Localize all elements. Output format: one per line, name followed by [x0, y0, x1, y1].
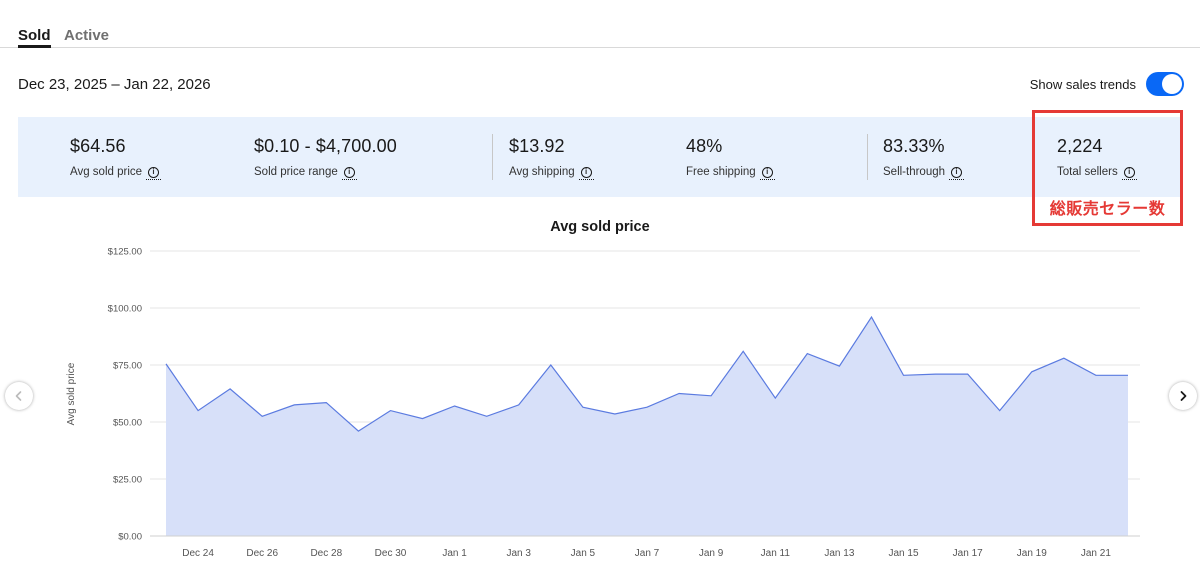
- data-point: [453, 404, 457, 408]
- info-icon[interactable]: i: [578, 165, 594, 180]
- info-icon[interactable]: i: [759, 165, 775, 180]
- stat-avg-sold-price: $64.56 Avg sold price i: [70, 136, 162, 180]
- info-icon[interactable]: i: [1121, 165, 1137, 180]
- data-point: [164, 362, 168, 366]
- x-tick-label: Dec 28: [310, 548, 342, 559]
- data-point: [1094, 373, 1098, 377]
- series-line: [165, 315, 1128, 432]
- toggle-knob: [1162, 74, 1182, 94]
- y-tick-label: $75.00: [113, 361, 142, 372]
- data-point: [324, 401, 328, 405]
- data-point: [902, 373, 906, 377]
- y-axis-label: Avg sold price: [66, 362, 77, 425]
- data-point: [196, 409, 200, 413]
- stat-total-sellers: 2,224 Total sellers i: [1057, 136, 1137, 180]
- data-point: [805, 352, 809, 356]
- stat-value: $64.56: [70, 136, 126, 156]
- stat-avg-shipping: $13.92 Avg shipping i: [509, 136, 594, 180]
- x-tick-label: Jan 21: [1081, 548, 1111, 559]
- x-tick-label: Jan 19: [1017, 548, 1047, 559]
- data-point: [228, 387, 232, 391]
- date-range: Dec 23, 2025 – Jan 22, 2026: [18, 76, 211, 93]
- stat-value: 2,224: [1057, 136, 1103, 156]
- y-tick-label: $100.00: [108, 304, 142, 315]
- data-point: [389, 409, 393, 413]
- data-point: [1126, 373, 1130, 377]
- data-point: [613, 412, 617, 416]
- sales-trends-toggle[interactable]: [1146, 72, 1184, 96]
- data-point: [645, 405, 649, 409]
- tab-bar: Sold Active: [0, 0, 1200, 48]
- series-area: [166, 317, 1128, 536]
- annotation-text: 総販売セラー数: [1049, 201, 1166, 218]
- x-tick-label: Jan 5: [571, 548, 596, 559]
- x-tick-label: Jan 9: [699, 548, 724, 559]
- info-icon[interactable]: i: [341, 165, 357, 180]
- data-point: [934, 372, 938, 376]
- x-tick-label: Jan 15: [888, 548, 918, 559]
- data-point: [870, 315, 874, 319]
- data-point: [581, 405, 585, 409]
- data-point: [356, 429, 360, 433]
- x-tick-label: Dec 30: [375, 548, 407, 559]
- stat-sold-price-range: $0.10 - $4,700.00 Sold price range i: [254, 136, 397, 180]
- data-point: [837, 364, 841, 368]
- stats-bar: $64.56 Avg sold price i $0.10 - $4,700.00…: [18, 117, 1182, 197]
- chevron-right-icon[interactable]: [1169, 382, 1197, 410]
- x-tick-label: Jan 7: [635, 548, 660, 559]
- data-point: [966, 372, 970, 376]
- stats-divider: [867, 134, 868, 180]
- tab-selected-indicator: [18, 45, 51, 48]
- data-point: [421, 417, 425, 421]
- stat-free-shipping: 48% Free shipping i: [686, 136, 775, 180]
- data-point: [549, 363, 553, 367]
- y-tick-label: $25.00: [113, 475, 142, 486]
- x-tick-label: Jan 3: [506, 548, 531, 559]
- stat-value: 48%: [686, 136, 723, 156]
- x-tick-label: Jan 17: [953, 548, 983, 559]
- data-point: [773, 396, 777, 400]
- stat-label: Free shipping: [686, 166, 756, 179]
- stat-sell-through: 83.33% Sell-through i: [883, 136, 965, 180]
- annotation-box: 総販売セラー数: [1032, 110, 1183, 226]
- stat-value: 83.33%: [883, 136, 945, 156]
- y-tick-label: $0.00: [118, 532, 142, 543]
- y-tick-label: $50.00: [113, 418, 142, 429]
- data-point: [709, 394, 713, 398]
- stat-value: $13.92: [509, 136, 565, 156]
- sales-trends-control: Show sales trends: [1030, 72, 1184, 96]
- data-point: [485, 414, 489, 418]
- stat-label: Sold price range: [254, 166, 338, 179]
- data-point: [260, 414, 264, 418]
- info-icon[interactable]: i: [949, 165, 965, 180]
- stat-label: Avg sold price: [70, 166, 143, 179]
- info-icon[interactable]: i: [146, 165, 162, 180]
- data-point: [517, 403, 521, 407]
- x-tick-label: Dec 26: [246, 548, 278, 559]
- chart-title: Avg sold price: [550, 219, 650, 235]
- data-point: [1030, 370, 1034, 374]
- stat-label: Avg shipping: [509, 166, 575, 179]
- tab-active[interactable]: Active: [64, 27, 110, 44]
- data-point: [677, 392, 681, 396]
- stat-label: Sell-through: [883, 166, 946, 179]
- y-tick-label: $125.00: [108, 247, 142, 258]
- data-point: [1062, 356, 1066, 360]
- data-point: [292, 403, 296, 407]
- tab-sold[interactable]: Sold: [18, 27, 51, 44]
- x-tick-label: Dec 24: [182, 548, 214, 559]
- x-tick-label: Jan 13: [824, 548, 854, 559]
- stat-value: $0.10 - $4,700.00: [254, 136, 397, 156]
- x-tick-label: Jan 1: [442, 548, 467, 559]
- sales-trends-label: Show sales trends: [1029, 76, 1136, 92]
- x-tick-label: Jan 11: [761, 548, 791, 559]
- stats-divider: [492, 134, 493, 180]
- chevron-left-icon[interactable]: [5, 382, 33, 410]
- data-point: [741, 349, 745, 353]
- data-point: [998, 409, 1002, 413]
- stat-label: Total sellers: [1057, 166, 1118, 179]
